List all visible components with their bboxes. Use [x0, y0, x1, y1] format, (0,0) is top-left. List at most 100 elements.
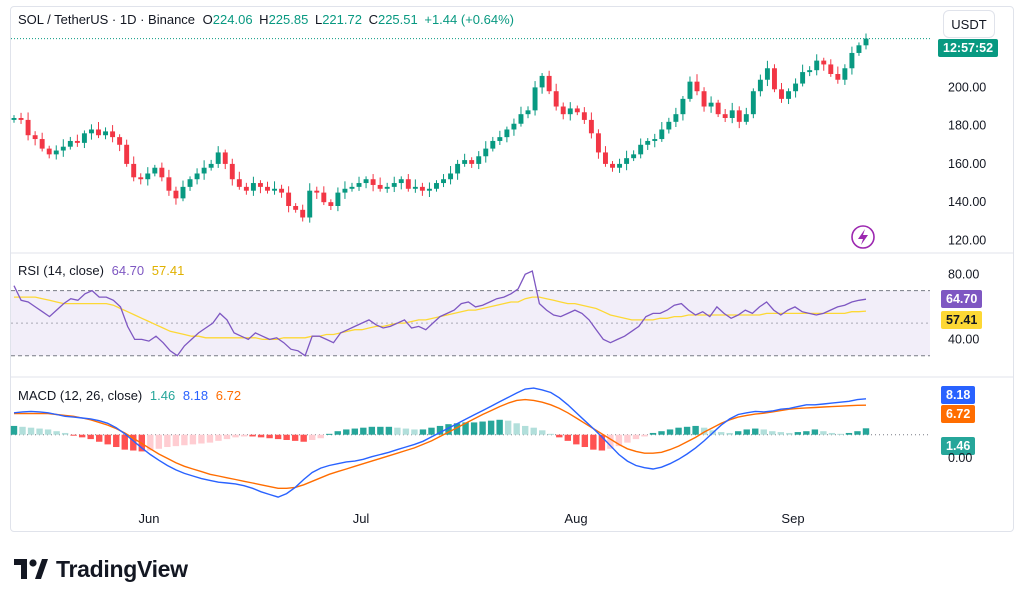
macd-hist-bar: [479, 421, 486, 435]
candle-body: [67, 140, 73, 147]
candle-body: [581, 112, 587, 120]
rsi-pane: [11, 270, 930, 357]
macd-legend: MACD (12, 26, close) 1.46 8.18 6.72: [18, 388, 241, 403]
macd-hist-bar: [377, 426, 384, 435]
time-tick-label: Jun: [139, 511, 160, 526]
candle-body: [201, 167, 207, 174]
price-pane: [11, 33, 930, 223]
candle-body: [257, 183, 263, 187]
candle-body: [694, 81, 700, 92]
macd-hist-bar: [683, 426, 691, 435]
rsi-ma-value: 57.41: [151, 263, 185, 278]
change-value: +1.44 (+0.64%): [424, 12, 514, 27]
candle-body: [272, 188, 277, 191]
macd-hist-bar: [717, 432, 725, 435]
close-value: 225.51: [377, 12, 418, 27]
candle-body: [462, 160, 468, 164]
macd-hist-bar: [283, 434, 290, 440]
macd-hist-bar: [130, 434, 137, 451]
rsi-value: 64.70: [111, 263, 145, 278]
candle-body: [764, 68, 770, 80]
candle-body: [328, 202, 334, 206]
macd-hist-bar: [837, 433, 844, 435]
macd-hist-bar: [155, 434, 163, 449]
candle-body: [412, 186, 418, 189]
candle-body: [680, 98, 686, 115]
candle-body: [236, 179, 242, 187]
candle-body: [279, 188, 285, 193]
macd-hist-bar: [700, 427, 708, 435]
candle-body: [222, 152, 228, 164]
macd-hist-bar: [113, 434, 120, 448]
macd-signal-value: 6.72: [215, 388, 242, 403]
high-label: H: [259, 12, 269, 27]
macd-hist-bar: [53, 431, 60, 435]
candle-body: [250, 183, 256, 191]
candle-body: [814, 60, 820, 71]
macd-hist-bar: [615, 434, 623, 447]
candle-body: [173, 190, 179, 199]
macd-hist-value: 1.46: [149, 388, 176, 403]
candle-body: [194, 173, 200, 180]
rsi-label[interactable]: RSI (14, close): [18, 263, 104, 278]
tradingview-logo-icon: [14, 559, 48, 579]
macd-hist-bar: [811, 429, 819, 435]
macd-hist-bar: [257, 434, 265, 438]
candle-body: [300, 209, 306, 218]
candle-body: [828, 64, 834, 74]
macd-hist-bar: [445, 424, 452, 435]
currency-button[interactable]: USDT: [943, 10, 995, 38]
brand-name: TradingView: [56, 555, 188, 582]
macd-hist-bar: [215, 434, 222, 441]
macd-hist-bar: [607, 434, 614, 449]
candle-body: [645, 140, 651, 145]
symbol-legend: SOL / TetherUS · 1D · Binance O224.06 H2…: [18, 12, 514, 27]
symbol-title[interactable]: SOL / TetherUS · 1D · Binance: [18, 12, 196, 27]
tradingview-logo[interactable]: TradingView: [14, 556, 188, 582]
macd-hist-bar: [87, 434, 94, 440]
candle-body: [11, 118, 17, 120]
macd-hist-bar: [862, 428, 870, 435]
candle-body: [560, 106, 566, 115]
macd-hist-bar: [513, 423, 520, 435]
rsi-legend: RSI (14, close) 64.70 57.41: [18, 263, 184, 278]
macd-hist-bar: [121, 434, 128, 450]
candle-body: [786, 91, 792, 99]
macd-hist-bar: [658, 431, 665, 435]
candle-body: [525, 110, 531, 115]
macd-hist-bar: [240, 434, 248, 437]
rsi-tick-label: 80.00: [948, 267, 979, 281]
candle-body: [610, 163, 615, 168]
candle-body: [631, 154, 637, 159]
macd-hist-bar: [44, 429, 52, 435]
candle-body: [666, 121, 672, 130]
candle-body: [595, 133, 601, 153]
rsi-line: [13, 270, 867, 357]
macd-hist-bar: [309, 434, 316, 440]
candle-body: [110, 131, 116, 138]
candle-body: [265, 186, 270, 191]
macd-hist-bar: [769, 431, 776, 435]
candle-body: [60, 146, 66, 151]
candle-body: [504, 129, 510, 138]
candle-body: [441, 179, 446, 184]
macd-hist-bar: [760, 429, 767, 435]
price-tick-label: 180.00: [948, 119, 986, 133]
candle-body: [349, 186, 355, 189]
candle-body: [384, 186, 390, 189]
lightning-icon[interactable]: [851, 225, 875, 249]
candle-body: [673, 114, 679, 122]
macd-label[interactable]: MACD (12, 26, close): [18, 388, 143, 403]
price-tick-label: 140.00: [948, 195, 986, 209]
macd-hist-bar: [343, 429, 350, 435]
candle-body: [32, 135, 38, 140]
candle-body: [321, 192, 327, 203]
candle-body: [469, 160, 475, 164]
macd-hist-bar: [206, 434, 214, 443]
macd-hist-bar: [334, 431, 341, 435]
candle-body: [152, 167, 158, 174]
candle-body: [81, 133, 87, 143]
macd-hist-bar: [470, 422, 478, 435]
macd-hist-bar: [854, 431, 861, 435]
